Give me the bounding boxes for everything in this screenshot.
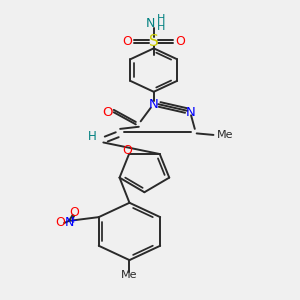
Text: O: O: [56, 217, 65, 230]
Text: H: H: [157, 14, 165, 24]
Text: O: O: [123, 35, 133, 48]
Text: Me: Me: [216, 130, 233, 140]
Text: N: N: [186, 106, 196, 119]
Text: Me: Me: [121, 270, 138, 280]
Text: O: O: [69, 206, 79, 219]
Text: O: O: [102, 106, 112, 119]
Text: O: O: [175, 35, 185, 48]
Text: O: O: [122, 144, 132, 157]
Text: H: H: [157, 22, 165, 32]
Text: N: N: [145, 17, 155, 30]
Text: S: S: [149, 34, 159, 49]
Text: N: N: [64, 217, 74, 230]
Text: H: H: [88, 130, 97, 143]
Text: +: +: [69, 216, 76, 225]
Text: N: N: [149, 98, 159, 111]
